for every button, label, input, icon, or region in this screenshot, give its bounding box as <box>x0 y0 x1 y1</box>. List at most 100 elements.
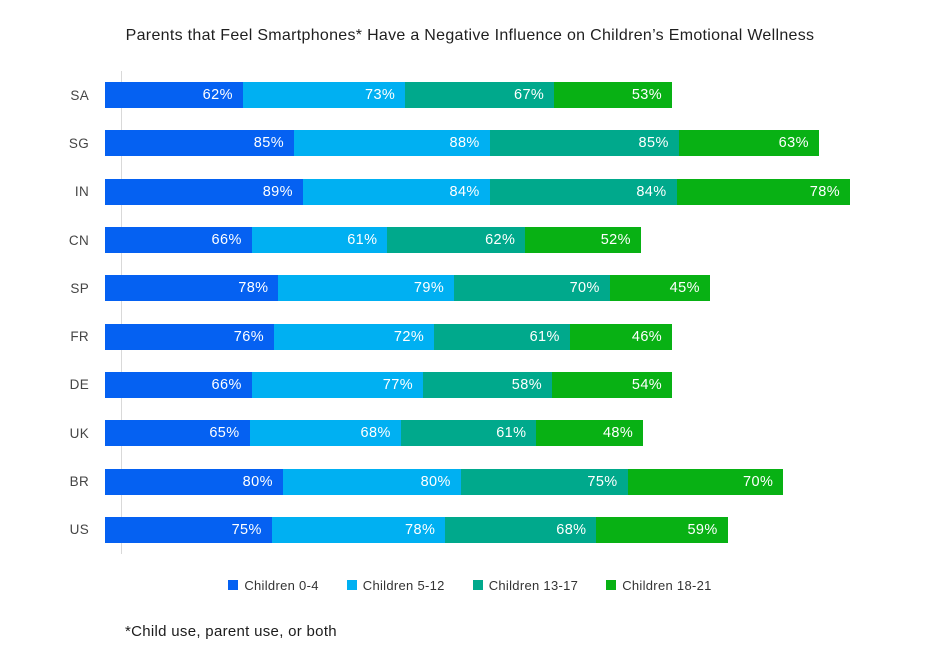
bar-segment: 76% <box>105 323 275 350</box>
bar-segment: 61% <box>400 420 537 447</box>
bar-segment: 58% <box>423 371 552 398</box>
bar-value-label: 75% <box>231 521 262 538</box>
bar-value-label: 48% <box>602 425 634 442</box>
bar-segment: 61% <box>251 227 388 254</box>
legend-item-children-0-4: Children 0-4 <box>228 578 318 593</box>
bar-segment: 75% <box>105 516 272 543</box>
bar-segment: 68% <box>249 420 401 447</box>
legend-label: Children 18-21 <box>622 577 712 593</box>
bar-value-label: 65% <box>209 425 240 442</box>
bar-value-label: 62% <box>485 232 516 249</box>
bar-value-label: 70% <box>569 280 600 297</box>
bar-segment: 77% <box>251 371 424 398</box>
bar-segment: 70% <box>454 275 610 302</box>
bar-value-label: 63% <box>778 135 809 152</box>
chart-row: BR 80% 80% 75% 70% <box>0 457 940 505</box>
bar-segment: 85% <box>489 130 679 157</box>
category-label: UK <box>69 425 89 441</box>
bar-segment: 62% <box>387 227 526 254</box>
bar-segment: 84% <box>489 178 677 205</box>
bar-value-label: 75% <box>587 473 618 490</box>
bar-segment: 85% <box>105 130 295 157</box>
bar-segment: 79% <box>278 275 455 302</box>
bar-value-label: 88% <box>449 135 480 152</box>
legend-swatch-icon <box>346 580 357 591</box>
bar-value-label: 78% <box>238 280 269 297</box>
bar-value-label: 80% <box>242 473 273 490</box>
legend-label: Children 0-4 <box>244 577 319 593</box>
bar-value-label: 62% <box>202 87 233 104</box>
bar-value-label: 78% <box>809 183 841 200</box>
bar-value-label: 85% <box>638 135 669 152</box>
bar-value-label: 67% <box>513 87 545 104</box>
bar-value-label: 72% <box>393 328 425 345</box>
bar-value-label: 66% <box>211 232 242 249</box>
bar-value-label: 85% <box>253 135 285 152</box>
bar-value-label: 68% <box>360 425 391 442</box>
bar-value-label: 78% <box>405 521 436 538</box>
legend-swatch-icon <box>472 580 483 591</box>
bar-segment: 78% <box>105 275 279 302</box>
bar-segment: 66% <box>105 371 252 398</box>
bar-segment: 70% <box>627 468 784 495</box>
chart-row: SP 78% 79% 70% 45% <box>0 264 940 312</box>
chart-row: DE 66% 77% 58% 54% <box>0 361 940 409</box>
bar-value-label: 84% <box>449 183 480 200</box>
bar-segment: 84% <box>302 178 490 205</box>
bar-value-label: 84% <box>636 183 667 200</box>
bar-value-label: 52% <box>600 232 631 249</box>
bar-segment: 63% <box>678 130 819 157</box>
legend-item-children-5-12: Children 5-12 <box>346 578 445 593</box>
bar-value-label: 73% <box>364 87 396 104</box>
bar-segment: 45% <box>609 275 710 302</box>
chart-footnote: *Child use, parent use, or both <box>125 622 337 640</box>
chart-legend: Children 0-4 Children 5-12 Children 13-1… <box>0 578 940 593</box>
category-label: SG <box>68 135 89 151</box>
legend-item-children-13-17: Children 13-17 <box>472 578 578 593</box>
category-label: BR <box>69 474 89 490</box>
category-label: SP <box>70 280 89 296</box>
bar-segment: 52% <box>525 227 641 254</box>
bar-value-label: 59% <box>687 521 718 538</box>
bar-segment: 62% <box>105 82 243 109</box>
chart-row: SA 62% 73% 67% 53% <box>0 71 940 119</box>
chart-row: IN 89% 84% 84% 78% <box>0 168 940 216</box>
chart-row: US 75% 78% 68% 59% <box>0 506 940 554</box>
bar-segment: 65% <box>105 420 250 447</box>
bar-segment: 78% <box>676 178 851 205</box>
bar-segment: 46% <box>569 323 673 350</box>
stacked-bar-chart: SA 62% 73% 67% 53% SG 85% 88% 85% 63% IN 89% 84% 84% 7… <box>0 71 940 554</box>
bar-segment: 54% <box>552 371 673 398</box>
category-label: US <box>69 522 89 538</box>
bar-segment: 78% <box>271 516 446 543</box>
bar-segment: 67% <box>405 82 555 109</box>
legend-swatch-icon <box>228 580 239 591</box>
bar-segment: 89% <box>105 178 303 205</box>
bar-value-label: 46% <box>631 328 663 345</box>
bar-value-label: 58% <box>511 376 542 393</box>
bar-segment: 61% <box>434 323 570 350</box>
bar-value-label: 61% <box>529 328 560 345</box>
bar-value-label: 54% <box>631 376 663 393</box>
legend-swatch-icon <box>606 580 617 591</box>
bar-value-label: 76% <box>233 328 265 345</box>
bar-segment: 80% <box>282 468 461 495</box>
category-label: SA <box>70 87 89 103</box>
bar-value-label: 53% <box>631 87 663 104</box>
bar-segment: 80% <box>105 468 283 495</box>
bar-value-label: 61% <box>496 425 527 442</box>
chart-row: SG 85% 88% 85% 63% <box>0 119 940 167</box>
chart-title: Parents that Feel Smartphones* Have a Ne… <box>125 27 815 44</box>
chart-row: UK 65% 68% 61% 48% <box>0 409 940 457</box>
bar-segment: 53% <box>554 82 673 109</box>
category-label: FR <box>70 329 89 345</box>
bar-value-label: 66% <box>211 376 242 393</box>
bar-segment: 75% <box>460 468 628 495</box>
bar-segment: 88% <box>294 130 490 157</box>
bar-segment: 68% <box>445 516 597 543</box>
bar-value-label: 79% <box>413 280 445 297</box>
bar-value-label: 45% <box>669 280 700 297</box>
bar-value-label: 77% <box>382 376 414 393</box>
bar-value-label: 80% <box>420 473 451 490</box>
